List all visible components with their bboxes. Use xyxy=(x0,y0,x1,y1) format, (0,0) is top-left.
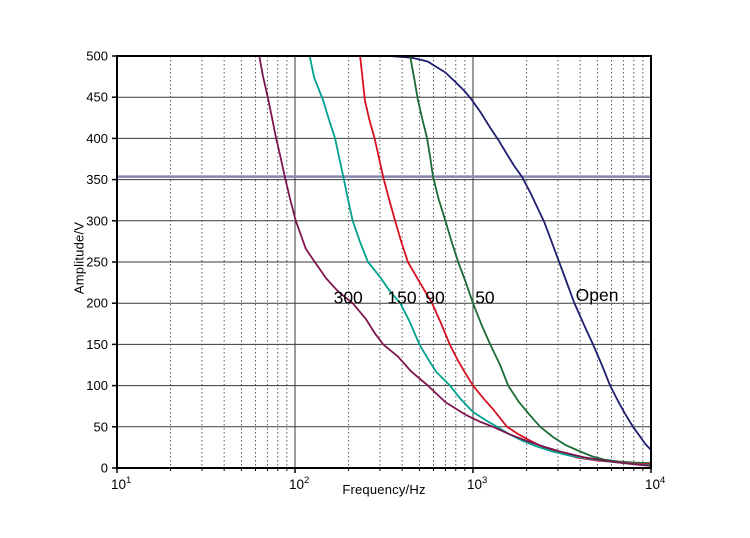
plot-border xyxy=(116,55,652,469)
series-line-300 xyxy=(258,55,652,467)
y-tick-label: 200 xyxy=(86,296,108,311)
curve-label-50: 50 xyxy=(475,287,495,307)
curve-label-150: 150 xyxy=(387,287,416,307)
series-line-50 xyxy=(361,55,652,464)
y-tick-label: 0 xyxy=(101,461,108,476)
y-tick-label: 400 xyxy=(86,131,108,146)
series-line-open xyxy=(116,55,652,451)
series-line-150 xyxy=(271,55,652,466)
y-tick-label: 100 xyxy=(86,378,108,393)
y-tick-label: 500 xyxy=(86,49,108,64)
x-axis-label: Frequency/Hz xyxy=(342,482,426,497)
y-tick-label: 450 xyxy=(86,90,108,105)
curve-label-300: 300 xyxy=(334,287,363,307)
curve-label-90: 90 xyxy=(425,287,445,307)
y-tick-label: 50 xyxy=(94,419,108,434)
y-tick-label: 150 xyxy=(86,337,108,352)
y-tick-label: 250 xyxy=(86,255,108,270)
y-tick-label: 300 xyxy=(86,213,108,228)
y-axis-label: Amplitude/V xyxy=(71,221,87,295)
curve-label-open: Open xyxy=(576,285,619,305)
y-tick-label: 350 xyxy=(86,172,108,187)
